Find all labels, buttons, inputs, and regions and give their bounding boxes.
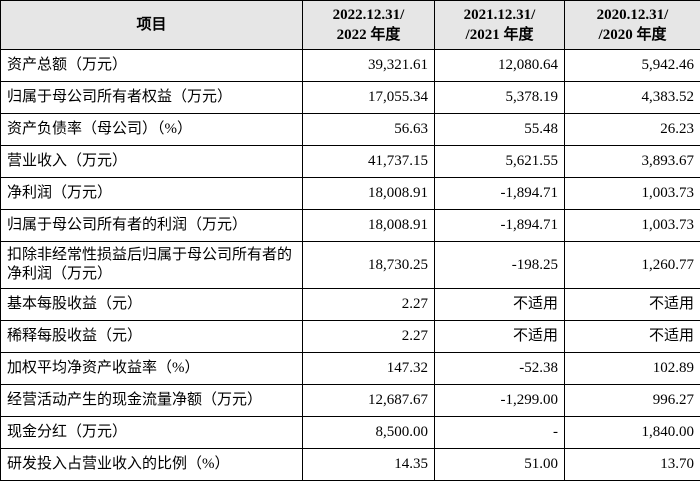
value-cell: 1,840.00 <box>564 416 700 449</box>
header-text: /2020 年度 <box>598 27 667 43</box>
value-cell: 5,621.55 <box>434 145 565 178</box>
value-cell: 不适用 <box>434 288 565 321</box>
value-cell: - <box>434 416 565 449</box>
value-cell: 12,080.64 <box>434 49 565 82</box>
row-label: 基本每股收益（元） <box>0 288 303 321</box>
value-cell: -1,894.71 <box>434 177 565 210</box>
value-cell: 5,378.19 <box>434 81 565 114</box>
value-cell: 不适用 <box>564 320 700 353</box>
value-cell: 5,942.46 <box>564 49 700 82</box>
header-text: 2022 年度 <box>336 27 401 43</box>
value-cell: -198.25 <box>434 241 565 289</box>
header-row: 项目 2022.12.31/2022 年度 2021.12.31//2021 年度 2… <box>0 0 700 50</box>
value-cell: 41,737.15 <box>302 145 435 178</box>
value-cell: 18,008.91 <box>302 209 435 242</box>
header-cell: 项目 <box>0 0 303 50</box>
row-label: 资产负债率（母公司）（%） <box>0 113 303 146</box>
data-row: 归属于母公司所有者的利润（万元） 18,008.91 -1,894.71 1,003.… <box>0 209 700 242</box>
value-cell: 996.27 <box>564 384 700 417</box>
data-row: 营业收入（万元） 41,737.15 5,621.55 3,893.67 <box>0 145 700 178</box>
value-cell: 55.48 <box>434 113 565 146</box>
data-row: 经营活动产生的现金流量净额（万元） 12,687.67 -1,299.00 996.2… <box>0 384 700 417</box>
header-text: 2020.12.31/ <box>596 7 669 23</box>
value-cell: -1,299.00 <box>434 384 565 417</box>
value-cell: 不适用 <box>434 320 565 353</box>
row-label: 研发投入占营业收入的比例（%） <box>0 448 303 481</box>
row-label: 现金分红（万元） <box>0 416 303 449</box>
row-label: 经营活动产生的现金流量净额（万元） <box>0 384 303 417</box>
financial-table: 项目 2022.12.31/2022 年度 2021.12.31//2021 年度 2… <box>0 0 700 481</box>
header-text: 2021.12.31/ <box>463 7 536 23</box>
value-cell: 18,008.91 <box>302 177 435 210</box>
value-cell: 1,003.73 <box>564 177 700 210</box>
row-label: 扣除非经常性损益后归属于母公司所有者的净利润（万元） <box>0 241 303 289</box>
data-row: 稀释每股收益（元） 2.27 不适用 不适用 <box>0 320 700 353</box>
row-label: 净利润（万元） <box>0 177 303 210</box>
row-label: 营业收入（万元） <box>0 145 303 178</box>
value-cell: 2.27 <box>302 288 435 321</box>
data-row: 资产总额（万元） 39,321.61 12,080.64 5,942.46 <box>0 49 700 82</box>
row-label: 资产总额（万元） <box>0 49 303 82</box>
value-cell: -52.38 <box>434 352 565 385</box>
value-cell: 1,260.77 <box>564 241 700 289</box>
data-row: 资产负债率（母公司）（%） 56.63 55.48 26.23 <box>0 113 700 146</box>
value-cell: 39,321.61 <box>302 49 435 82</box>
value-cell: 26.23 <box>564 113 700 146</box>
value-cell: 1,003.73 <box>564 209 700 242</box>
value-cell: 12,687.67 <box>302 384 435 417</box>
value-cell: 4,383.52 <box>564 81 700 114</box>
header-text: 2022.12.31/ <box>332 7 405 23</box>
data-row: 净利润（万元） 18,008.91 -1,894.71 1,003.73 <box>0 177 700 210</box>
header-text: 项目 <box>136 17 167 33</box>
header-cell: 2022.12.31/2022 年度 <box>302 0 435 50</box>
row-label: 归属于母公司所有者的利润（万元） <box>0 209 303 242</box>
row-label: 归属于母公司所有者权益（万元） <box>0 81 303 114</box>
row-label: 稀释每股收益（元） <box>0 320 303 353</box>
row-label: 加权平均净资产收益率（%） <box>0 352 303 385</box>
value-cell: 102.89 <box>564 352 700 385</box>
value-cell: 8,500.00 <box>302 416 435 449</box>
data-row: 扣除非经常性损益后归属于母公司所有者的净利润（万元） 18,730.25 -198.… <box>0 241 700 289</box>
value-cell: 13.70 <box>564 448 700 481</box>
value-cell: 18,730.25 <box>302 241 435 289</box>
data-row: 现金分红（万元） 8,500.00-1,840.00 <box>0 416 700 449</box>
value-cell: 147.32 <box>302 352 435 385</box>
value-cell: 2.27 <box>302 320 435 353</box>
value-cell: -1,894.71 <box>434 209 565 242</box>
header-cell: 2021.12.31/ /2021 年度 <box>434 0 565 50</box>
value-cell: 不适用 <box>564 288 700 321</box>
value-cell: 17,055.34 <box>302 81 435 114</box>
value-cell: 3,893.67 <box>564 145 700 178</box>
header-cell: 2020.12.31/ /2020 年度 <box>564 0 700 50</box>
data-row: 归属于母公司所有者权益（万元） 17,055.34 5,378.19 4,383.52 <box>0 81 700 114</box>
data-row: 基本每股收益（元） 2.27 不适用 不适用 <box>0 288 700 321</box>
data-row: 研发投入占营业收入的比例（%） 14.35 51.00 13.70 <box>0 448 700 481</box>
header-text: /2021 年度 <box>465 27 534 43</box>
data-row: 加权平均净资产收益率（%） 147.32 -52.38 102.89 <box>0 352 700 385</box>
value-cell: 56.63 <box>302 113 435 146</box>
value-cell: 51.00 <box>434 448 565 481</box>
value-cell: 14.35 <box>302 448 435 481</box>
